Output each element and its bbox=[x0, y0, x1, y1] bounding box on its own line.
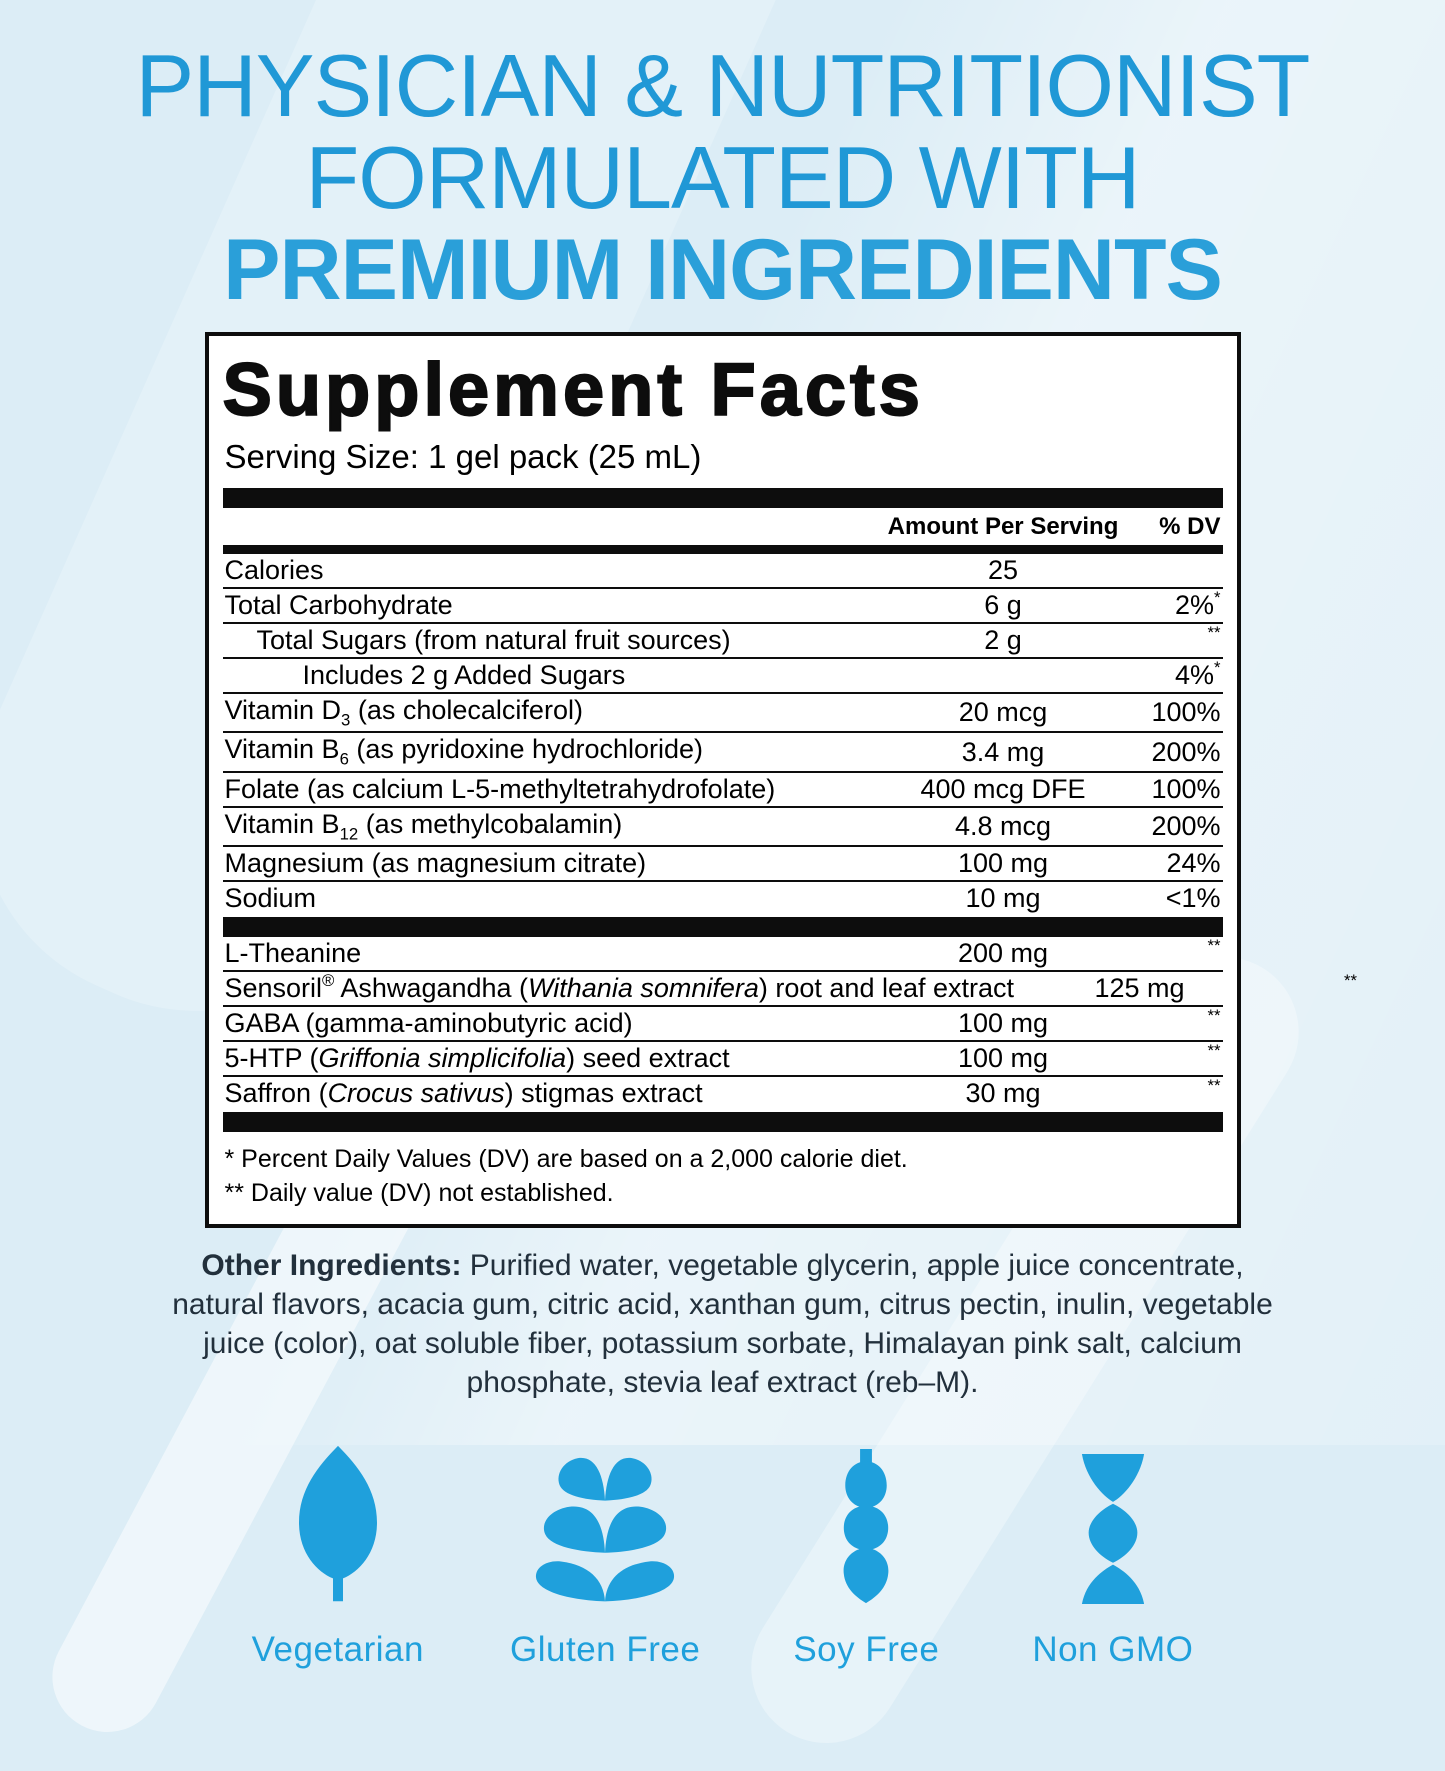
badge-vegetarian: Vegetarian bbox=[252, 1444, 424, 1670]
ingredient-name: Calories bbox=[224, 555, 324, 585]
column-header-amount: Amount Per Serving bbox=[887, 513, 1119, 540]
ingredient-name: L-Theanine bbox=[224, 938, 362, 969]
badge-non-gmo: Non GMO bbox=[1032, 1454, 1193, 1670]
ingredient-name: Includes 2 g Added Sugars bbox=[302, 660, 626, 690]
supplement-facts-panel: Supplement Facts Serving Size: 1 gel pac… bbox=[204, 332, 1357, 1229]
amount-per-serving-value: 10 mg bbox=[965, 883, 1041, 914]
ingredient-name: Sodium bbox=[224, 883, 317, 914]
daily-value: <1% bbox=[1165, 883, 1221, 914]
supplement-row: Magnesium (as magnesium citrate) 100 mg 24… bbox=[222, 845, 1223, 880]
supplement-row: Includes 2 g Added Sugars 4%* bbox=[222, 657, 1223, 692]
table-header-row: Amount Per Serving % DV bbox=[223, 508, 1223, 545]
other-ingredients-label: Other Ingredients: bbox=[201, 1249, 462, 1283]
ingredient-name: Vitamin B6 (as pyridoxine hydrochloride) bbox=[224, 734, 704, 769]
footnotes: * Percent Daily Values (DV) are based on… bbox=[223, 1132, 1223, 1216]
supplement-row: GABA (gamma-aminobutyric acid) 100 mg ** bbox=[222, 1005, 1223, 1040]
amount-per-serving-value: 100 mg bbox=[957, 1043, 1049, 1074]
badge-row: Vegetarian Gluten Free Soy Free bbox=[0, 1444, 1445, 1670]
ingredient-name: Total Sugars (from natural fruit sources… bbox=[256, 625, 731, 655]
ingredient-name: Vitamin B12 (as methylcobalamin) bbox=[224, 808, 623, 844]
footnote-not-established: ** Daily value (DV) not established. bbox=[224, 1179, 614, 1208]
daily-value: 200% bbox=[1151, 736, 1221, 767]
badge-label: Gluten Free bbox=[510, 1630, 701, 1670]
amount-per-serving-value: 25 bbox=[987, 555, 1019, 585]
other-ingredients-text: Purified water, vegetable glycerin, appl… bbox=[172, 1249, 1273, 1400]
amount-per-serving-value: 200 mg bbox=[957, 938, 1049, 969]
daily-value: 4%* bbox=[1174, 658, 1221, 690]
badge-soy-free: Soy Free bbox=[786, 1449, 946, 1670]
supplement-row: Saffron (Crocus sativus) stigmas extract… bbox=[222, 1075, 1223, 1110]
supplement-row: Calories 25 bbox=[223, 554, 1223, 587]
daily-value: 100% bbox=[1151, 697, 1221, 728]
ingredient-name: Total Carbohydrate bbox=[224, 590, 453, 620]
ingredient-name: GABA (gamma-aminobutyric acid) bbox=[224, 1008, 633, 1039]
daily-value: 100% bbox=[1151, 773, 1221, 804]
dna-icon bbox=[1081, 1454, 1144, 1605]
soy-pod-icon bbox=[843, 1449, 889, 1604]
headline: PHYSICIAN & NUTRITIONIST FORMULATED WITH… bbox=[0, 0, 1445, 318]
badge-label: Vegetarian bbox=[251, 1630, 424, 1670]
footnote-dv: * Percent Daily Values (DV) are based on… bbox=[224, 1145, 908, 1174]
daily-value: ** bbox=[1344, 971, 1358, 991]
ingredient-name: Folate (as calcium L-5-methyltetrahydrof… bbox=[224, 773, 776, 804]
serving-size: Serving Size: 1 gel pack (25 mL) bbox=[224, 438, 702, 475]
daily-value: 24% bbox=[1166, 848, 1221, 879]
supplement-row: Folate (as calcium L-5-methyltetrahydrof… bbox=[222, 770, 1223, 806]
daily-value: ** bbox=[1207, 936, 1221, 956]
headline-line-3: PREMIUM INGREDIENTS bbox=[223, 222, 1223, 318]
amount-per-serving-value: 4.8 mcg bbox=[954, 810, 1052, 841]
divider-bar-thick bbox=[222, 488, 1223, 508]
daily-value: 200% bbox=[1151, 810, 1221, 841]
daily-value: 2%* bbox=[1174, 588, 1221, 620]
divider-bar-medium bbox=[222, 545, 1223, 554]
supplement-row: Vitamin B12 (as methylcobalamin) 4.8 mcg 2… bbox=[222, 805, 1223, 845]
supplement-row: L-Theanine 200 mg ** bbox=[223, 936, 1223, 970]
column-header-dv: % DV bbox=[1159, 513, 1221, 540]
daily-value: ** bbox=[1207, 1041, 1221, 1061]
amount-per-serving-value: 100 mg bbox=[957, 1008, 1049, 1039]
ingredient-name: Saffron (Crocus sativus) stigmas extract bbox=[224, 1078, 703, 1109]
ingredient-name: Sensoril® Ashwagandha (Withania somnifer… bbox=[224, 971, 1015, 1004]
amount-per-serving-value: 2 g bbox=[984, 625, 1022, 655]
daily-value: ** bbox=[1207, 1076, 1221, 1096]
supplement-row: 5-HTP (Griffonia simplicifolia) seed ext… bbox=[222, 1040, 1223, 1075]
supplement-row: Sodium 10 mg <1% bbox=[222, 880, 1223, 915]
amount-per-serving-value: 3.4 mg bbox=[961, 736, 1045, 767]
supplement-row: Total Sugars (from natural fruit sources… bbox=[222, 622, 1223, 657]
supplement-row: Sensoril® Ashwagandha (Withania somnifer… bbox=[222, 970, 1357, 1005]
supplement-row: Total Carbohydrate 6 g 2%* bbox=[222, 587, 1223, 622]
nutrient-rows-main: Calories 25 Total Carbohydrate 6 g 2%* Total … bbox=[222, 554, 1223, 915]
daily-value: ** bbox=[1207, 623, 1221, 642]
amount-per-serving-value: 100 mg bbox=[957, 848, 1049, 879]
wheat-icon bbox=[536, 1458, 675, 1602]
nutrient-rows-secondary: L-Theanine 200 mg ** Sensoril® Ashwagandha … bbox=[222, 936, 1357, 1110]
leaf-icon bbox=[298, 1446, 377, 1602]
badge-label: Soy Free bbox=[793, 1630, 940, 1670]
other-ingredients: Other Ingredients: Purified water, veget… bbox=[163, 1246, 1283, 1402]
ingredient-name: 5-HTP (Griffonia simplicifolia) seed ext… bbox=[224, 1043, 730, 1074]
badge-gluten-free: Gluten Free bbox=[510, 1452, 700, 1670]
daily-value: ** bbox=[1207, 1006, 1221, 1026]
amount-per-serving-value: 20 mcg bbox=[958, 697, 1048, 728]
headline-line-2: FORMULATED WITH bbox=[305, 128, 1141, 227]
headline-line-1: PHYSICIAN & NUTRITIONIST bbox=[135, 36, 1311, 135]
supplement-row: Vitamin D3 (as cholecalciferol) 20 mcg 100… bbox=[222, 692, 1223, 731]
amount-per-serving-value: 400 mcg DFE bbox=[920, 773, 1086, 804]
ingredient-name: Magnesium (as magnesium citrate) bbox=[224, 848, 647, 879]
amount-per-serving-value: 125 mg bbox=[1094, 973, 1185, 1004]
supplement-facts-title: Supplement Facts bbox=[222, 348, 924, 431]
badge-label: Non GMO bbox=[1032, 1630, 1194, 1670]
supplement-row: Vitamin B6 (as pyridoxine hydrochloride)… bbox=[222, 731, 1223, 770]
amount-per-serving-value: 30 mg bbox=[965, 1078, 1041, 1109]
amount-per-serving-value: 6 g bbox=[984, 590, 1022, 620]
ingredient-name: Vitamin D3 (as cholecalciferol) bbox=[224, 695, 583, 730]
divider-bar-thick bbox=[222, 1112, 1223, 1133]
divider-bar-thick bbox=[222, 917, 1223, 938]
